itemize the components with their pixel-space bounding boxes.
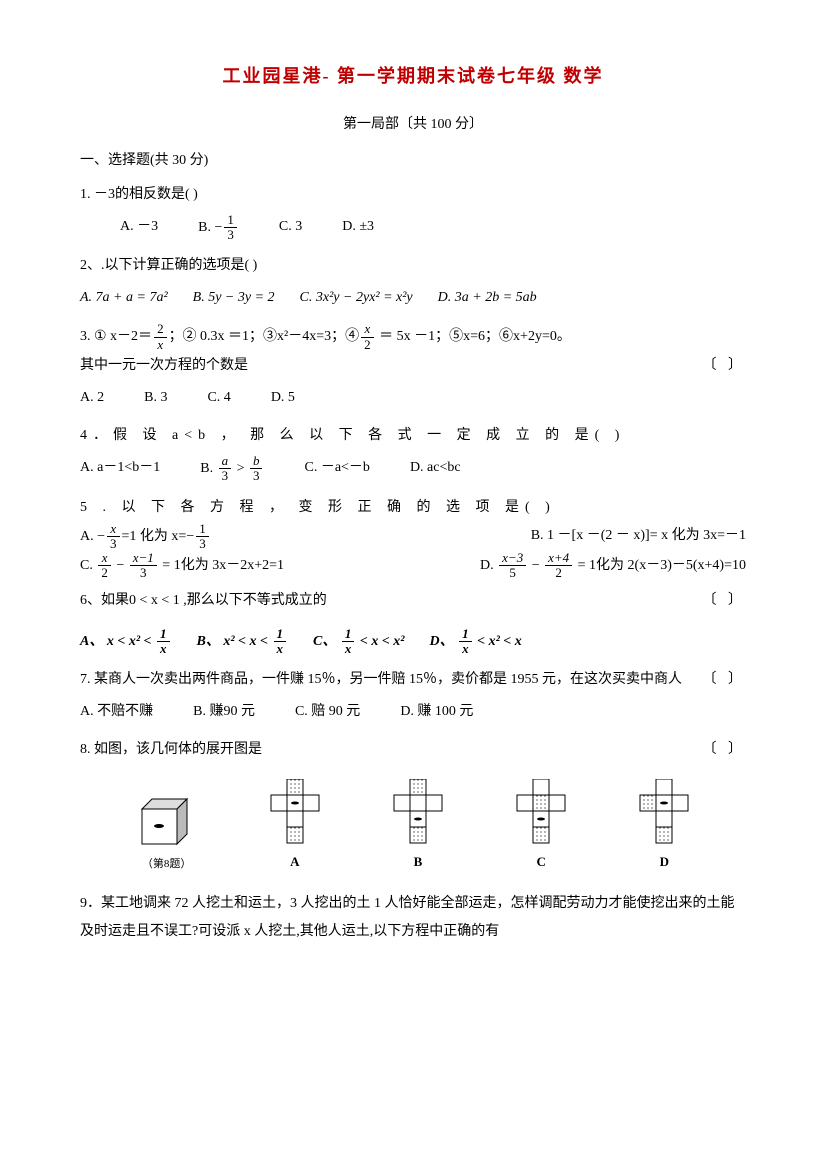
section-1-header: 一、选择题(共 30 分): [80, 148, 746, 173]
question-5: 5 . 以 下 各 方 程 ， 变 形 正 确 的 选 项 是( ) A. −x…: [80, 494, 746, 581]
q1-opt-d: D. ±3: [342, 213, 374, 243]
page-title: 工业园星港- 第一学期期末试卷七年级 数学: [80, 60, 746, 92]
q7-opt-b: B. 赚90 元: [193, 698, 255, 726]
q1-opt-b: B. −13: [198, 213, 239, 243]
q8-opt-a: A: [270, 779, 320, 875]
q6-stem: 6、如果0 < x < 1 ,那么以下不等式成立的 〔 〕: [80, 587, 746, 615]
q8-cube: （第8题）: [137, 794, 197, 875]
q5-opt-b: B. 1 －[x －(2 － x)]= x 化为 3x=－1: [531, 522, 746, 552]
q5-opt-d: D. x−35 − x+42 = 1化为 2(x－3)－5(x+4)=10: [480, 551, 746, 581]
q3-opt-a: A. 2: [80, 384, 104, 412]
q8-opt-c: C: [516, 779, 566, 875]
q4-opt-d: D. ac<bc: [410, 454, 461, 484]
q3-opt-b: B. 3: [144, 384, 167, 412]
question-3: 3. ① x－2＝2x；② 0.3x ＝1；③x²－4x=3；④x2 ＝ 5x …: [80, 322, 746, 412]
question-2: 2、.以下计算正确的选项是( ) A. 7a + a = 7a² B. 5y −…: [80, 252, 746, 312]
q7-opt-c: C. 赔 90 元: [295, 698, 360, 726]
question-6: 6、如果0 < x < 1 ,那么以下不等式成立的 〔 〕 A、 x < x² …: [80, 587, 746, 657]
question-1: 1. －3的相反数是( ) A. －3 B. −13 C. 3 D. ±3: [80, 181, 746, 243]
question-8: 8. 如图，该几何体的展开图是 〔 〕 （第8题） A: [80, 736, 746, 875]
q5-stem: 5 . 以 下 各 方 程 ， 变 形 正 确 的 选 项 是( ): [80, 494, 746, 522]
q8-opt-b: B: [393, 779, 443, 875]
q8-opt-d: D: [639, 779, 689, 875]
subtitle: 第一局部〔共 100 分〕: [80, 112, 746, 137]
q2-opt-c: C. 3x²y − 2yx² = x²y: [300, 284, 413, 312]
q1-opt-c: C. 3: [279, 213, 302, 243]
q4-opt-b: B. a3 > b3: [200, 454, 264, 484]
q4-opt-c: C. －a<－b: [304, 454, 369, 484]
q7-stem: 7. 某商人一次卖出两件商品，一件赚 15％，另一件赔 15％，卖价都是 195…: [80, 666, 746, 694]
q3-sub: 其中一元一次方程的个数是 〔 〕: [80, 352, 746, 380]
question-9: 9．某工地调来 72 人挖土和运土，3 人挖出的土 1 人恰好能全部运走，怎样调…: [80, 890, 746, 946]
q4-stem: 4．假 设 a<b ， 那 么 以 下 各 式 一 定 成 立 的 是( ): [80, 422, 746, 450]
q3-opt-d: D. 5: [271, 384, 295, 412]
q1-opt-a: A. －3: [120, 213, 158, 243]
q6-opt-b: B、 x² < x < 1x: [197, 627, 289, 657]
q5-opt-a: A. −x3=1 化为 x=−13: [80, 522, 211, 552]
q8-figures: （第8题） A: [80, 779, 746, 875]
q8-stem: 8. 如图，该几何体的展开图是 〔 〕: [80, 736, 746, 764]
q2-opt-a: A. 7a + a = 7a²: [80, 284, 168, 312]
q6-opt-d: D、 1x < x² < x: [430, 627, 522, 657]
q4-opt-a: A. a－1<b－1: [80, 454, 160, 484]
q2-stem: 2、.以下计算正确的选项是( ): [80, 252, 746, 280]
q2-opt-b: B. 5y − 3y = 2: [193, 284, 275, 312]
q3-stem: 3. ① x－2＝2x；② 0.3x ＝1；③x²－4x=3；④x2 ＝ 5x …: [80, 322, 746, 352]
question-4: 4．假 设 a<b ， 那 么 以 下 各 式 一 定 成 立 的 是( ) A…: [80, 422, 746, 484]
q7-opt-d: D. 赚 100 元: [400, 698, 473, 726]
q7-opt-a: A. 不赔不赚: [80, 698, 153, 726]
q5-opt-c: C. x2 − x−13 = 1化为 3x－2x+2=1: [80, 551, 284, 581]
q6-opt-c: C、 1x < x < x²: [313, 627, 405, 657]
q1-stem: 1. －3的相反数是( ): [80, 181, 746, 209]
q3-opt-c: C. 4: [207, 384, 230, 412]
q2-opt-d: D. 3a + 2b = 5ab: [438, 284, 537, 312]
q6-opt-a: A、 x < x² < 1x: [80, 627, 172, 657]
q9-stem: 9．某工地调来 72 人挖土和运土，3 人挖出的土 1 人恰好能全部运走，怎样调…: [80, 890, 746, 946]
question-7: 7. 某商人一次卖出两件商品，一件赚 15％，另一件赔 15％，卖价都是 195…: [80, 666, 746, 726]
